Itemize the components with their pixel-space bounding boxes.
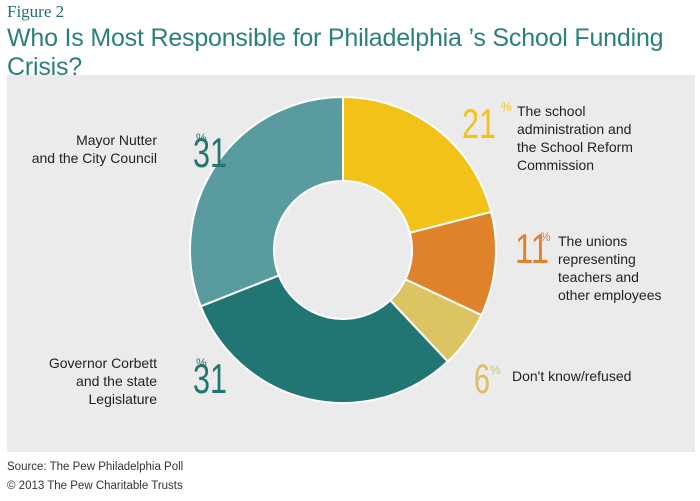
category-label: The school administration and the School R…	[517, 103, 633, 173]
value-label: 11	[515, 225, 549, 272]
slice-mayor-nutter-and-the-city-council	[189, 95, 344, 308]
category-label: The unions representing teachers and other …	[558, 233, 662, 303]
percent-sign: %	[540, 230, 551, 244]
percent-sign: %	[501, 100, 512, 114]
figure-label: Figure 2	[7, 2, 65, 21]
source-note: Source: The Pew Philadelphia Poll	[7, 461, 184, 473]
slice-governor-corbett-and-the-state-legislature	[199, 274, 450, 404]
category-label: Don't know/refused	[512, 368, 631, 384]
value-label: 21	[462, 100, 496, 147]
slice-the-school-administration-and-the-school-reform-commission	[342, 95, 493, 235]
category-label: Mayor Nutter and the City Council	[32, 132, 158, 166]
value-label: 31	[193, 129, 227, 176]
percent-sign: %	[490, 363, 501, 377]
value-label: 31	[193, 355, 227, 402]
percent-sign: %	[196, 131, 207, 145]
value-label: 6	[474, 355, 490, 402]
category-label: Governor Corbett and the state Legislature	[49, 355, 157, 407]
percent-sign: %	[196, 356, 207, 370]
copyright-note: © 2013 The Pew Charitable Trusts	[7, 480, 183, 492]
